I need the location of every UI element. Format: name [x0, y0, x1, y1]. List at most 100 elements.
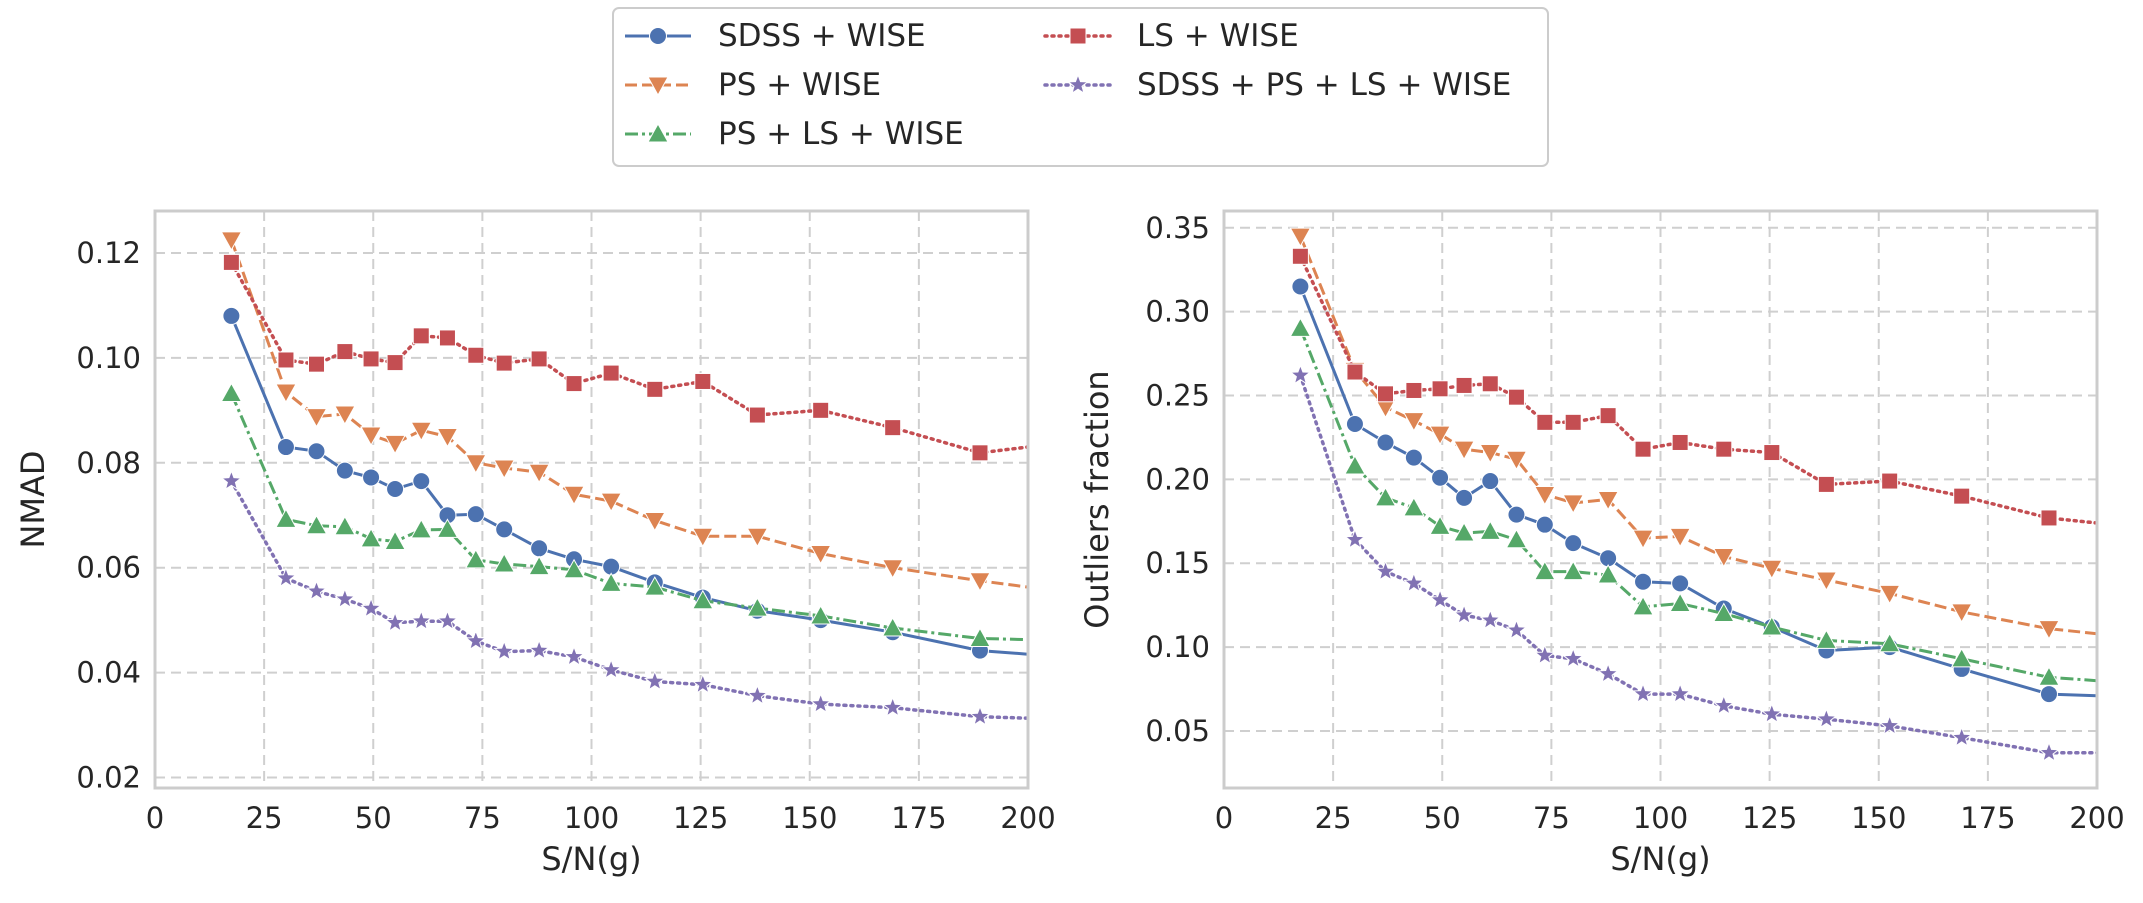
data-point [600, 658, 623, 680]
data-point [881, 559, 904, 579]
x-tick-label: 150 [1851, 801, 1906, 835]
data-point [2040, 509, 2058, 527]
data-point [436, 428, 459, 448]
series-line [1299, 235, 2097, 636]
data-point [1403, 496, 1425, 517]
x-tick-label: 125 [673, 801, 728, 835]
data-point [436, 518, 459, 538]
data-point [1669, 592, 1691, 612]
data-point [746, 597, 769, 617]
data-point [2039, 685, 2058, 704]
data-point [1712, 694, 1735, 716]
data-point [1289, 227, 1312, 248]
data-point [969, 705, 991, 726]
series-ps-wise [1289, 227, 2097, 640]
data-point [305, 514, 328, 535]
legend-label: LS + WISE [1137, 18, 1299, 54]
data-point [600, 492, 622, 513]
data-point [1431, 380, 1449, 398]
data-point [1289, 317, 1312, 337]
series-ps-ls-wise [1289, 317, 2097, 686]
data-point [1715, 440, 1733, 458]
y-tick-label: 0.25 [1145, 379, 1210, 413]
data-point [809, 692, 832, 714]
data-point [1405, 381, 1423, 399]
data-point [812, 401, 830, 419]
data-point [691, 589, 714, 610]
series-line [230, 315, 1028, 656]
series-sdss-ps-ls-wise [220, 469, 1028, 726]
data-point [464, 454, 487, 474]
data-point [1669, 527, 1691, 548]
data-point [1479, 520, 1502, 540]
legend-entry-sdss-ps-ls-wise: SDSS + PS + LS + WISE [1043, 67, 1511, 103]
data-point [410, 518, 433, 539]
data-point [1505, 528, 1528, 549]
data-point [1345, 415, 1364, 434]
data-point [360, 527, 382, 548]
data-point [528, 639, 550, 660]
data-point [1403, 571, 1425, 593]
data-point [563, 645, 585, 667]
data-point [2038, 741, 2060, 763]
data-point [360, 426, 382, 447]
data-point [1760, 615, 1783, 636]
data-point [493, 552, 516, 573]
data-point [881, 616, 904, 637]
x-tick-label: 100 [1633, 801, 1688, 835]
data-point [1669, 682, 1692, 704]
x-tick-label: 75 [1533, 801, 1570, 835]
legend-entry-ps-wise: PS + WISE [625, 67, 881, 103]
grid [155, 211, 1028, 788]
x-tick-label: 200 [2069, 801, 2124, 835]
data-point [1291, 277, 1310, 296]
data-point [1881, 472, 1899, 490]
legend-entry-sdss-wise: SDSS + WISE [625, 18, 926, 54]
data-point [1597, 563, 1619, 584]
x-tick-label: 125 [1742, 801, 1797, 835]
plot-area [1289, 227, 2097, 763]
data-point [412, 472, 431, 491]
data-point [384, 611, 406, 633]
data-point [276, 438, 295, 457]
data-point [307, 442, 326, 461]
y-tick-label: 0.06 [76, 551, 141, 585]
data-point [1950, 647, 1973, 668]
data-point [305, 408, 328, 428]
data-point [1505, 450, 1528, 471]
data-point [220, 231, 243, 251]
data-point [495, 520, 514, 539]
data-point [746, 527, 769, 548]
data-point [1760, 702, 1783, 724]
data-point [1632, 595, 1654, 616]
series-ls-wise [1291, 247, 2097, 527]
data-point [600, 572, 622, 592]
data-point [1344, 454, 1366, 475]
data-point [275, 508, 297, 528]
data-point [1535, 515, 1554, 534]
data-point [1817, 475, 1835, 493]
data-point [969, 572, 991, 592]
y-tick-label: 0.12 [76, 236, 141, 270]
data-point [1564, 534, 1583, 553]
data-point [1878, 632, 1901, 653]
data-point [1533, 485, 1556, 506]
data-point [1536, 413, 1554, 431]
data-point [691, 673, 714, 694]
data-point [334, 587, 356, 609]
y-tick-label: 0.20 [1145, 462, 1210, 496]
x-tick-label: 0 [146, 801, 164, 835]
y-tick-label: 0.35 [1145, 211, 1210, 245]
data-point [528, 463, 550, 484]
series-line [229, 479, 1028, 720]
data-point [1634, 572, 1653, 591]
data-point [305, 579, 328, 601]
data-point [1455, 376, 1473, 394]
panel-nmad: 0 25 50 75 100 125 150 175 200 0.02 0.04 0.06 0.08 0.… [14, 209, 1056, 878]
x-tick-label: 0 [1215, 801, 1233, 835]
data-point [1953, 487, 1971, 505]
data-point [809, 604, 832, 625]
data-point [438, 329, 456, 347]
data-point [1377, 385, 1395, 403]
data-point [1597, 491, 1619, 511]
